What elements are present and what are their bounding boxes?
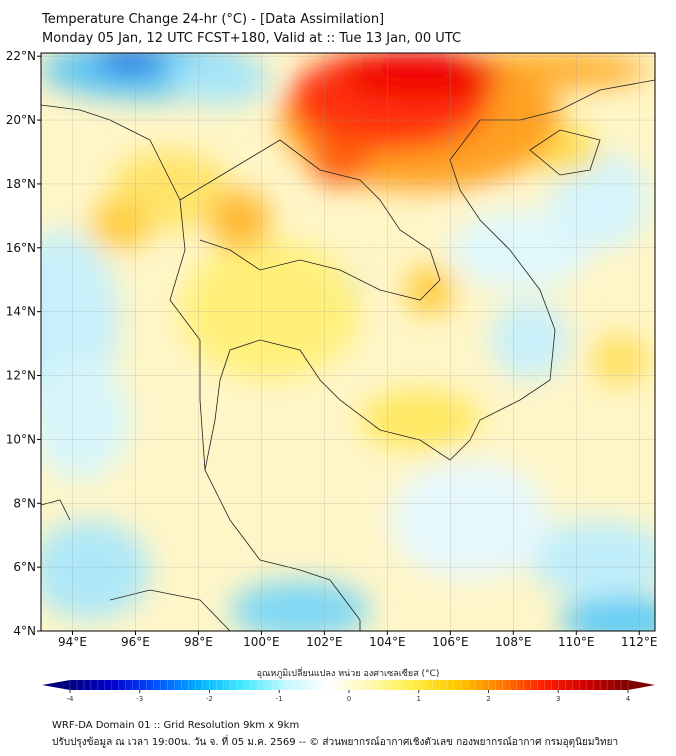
lat-tick-label: 12°N xyxy=(6,369,36,383)
lon-tick-label: 110°E xyxy=(558,635,595,649)
lat-tick-label: 10°N xyxy=(6,432,36,446)
colorbar-tick-label: 4 xyxy=(626,695,631,703)
colorbar-tick-label: 1 xyxy=(417,695,421,703)
colorbar-tick-label: -3 xyxy=(136,695,143,703)
lon-tick-label: 98°E xyxy=(184,635,213,649)
colorbar-tick-label: -1 xyxy=(276,695,283,703)
lon-tick-label: 106°E xyxy=(432,635,469,649)
temperature-field xyxy=(41,53,655,631)
lat-tick-label: 16°N xyxy=(6,241,36,255)
colorbar-tick-label: 3 xyxy=(556,695,560,703)
lat-tick-label: 20°N xyxy=(6,113,36,127)
lat-tick-label: 4°N xyxy=(13,624,36,638)
lon-tick-label: 100°E xyxy=(243,635,280,649)
map-frame xyxy=(40,52,656,632)
colorbar-tick-label: -2 xyxy=(206,695,213,703)
lon-tick-label: 104°E xyxy=(369,635,406,649)
coastline-borders xyxy=(41,79,655,631)
lat-tick-label: 6°N xyxy=(13,560,36,574)
colorbar-max-extend xyxy=(628,680,655,690)
colorbar-tick-label: 2 xyxy=(486,695,490,703)
lat-tick-label: 22°N xyxy=(6,49,36,63)
lon-tick-label: 108°E xyxy=(495,635,532,649)
chart-subtitle: Monday 05 Jan, 12 UTC FCST+180, Valid at… xyxy=(42,31,462,46)
colorbar-label: อุณหภูมิเปลี่ยนแปลง หน่วย องศาเซลเซียส (… xyxy=(257,666,440,679)
lat-tick-label: 8°N xyxy=(13,496,36,510)
colorbar-tick-label: -4 xyxy=(67,695,75,703)
colorbar: อุณหภูมิเปลี่ยนแปลง หน่วย องศาเซลเซียส (… xyxy=(42,666,655,703)
colorbar-min-extend xyxy=(42,680,70,690)
lat-tick-label: 18°N xyxy=(6,177,36,191)
lon-tick-label: 96°E xyxy=(121,635,150,649)
lon-tick-label: 102°E xyxy=(306,635,343,649)
lat-tick-label: 14°N xyxy=(6,305,36,319)
chart-title: Temperature Change 24-hr (°C) - [Data As… xyxy=(42,12,385,27)
lon-tick-label: 112°E xyxy=(621,635,658,649)
colorbar-tick-label: 0 xyxy=(347,695,351,703)
footer-domain-info: WRF-DA Domain 01 :: Grid Resolution 9km … xyxy=(52,720,300,731)
lon-tick-label: 94°E xyxy=(58,635,87,649)
footer-update-info: ปรับปรุงข้อมูล ณ เวลา 19:00น. วัน จ. ที่… xyxy=(52,737,619,748)
